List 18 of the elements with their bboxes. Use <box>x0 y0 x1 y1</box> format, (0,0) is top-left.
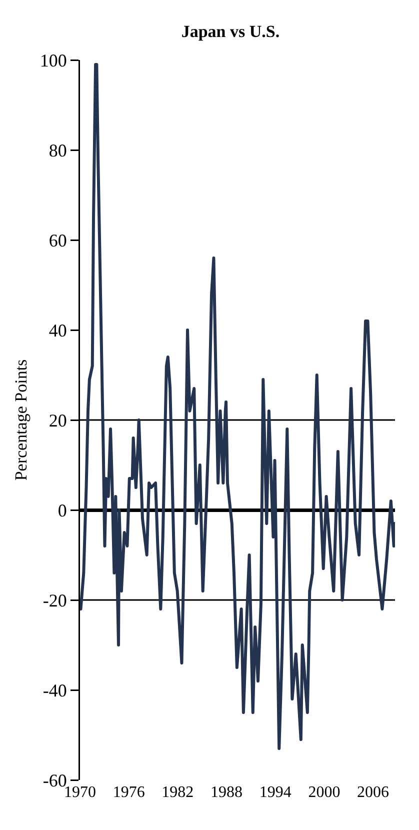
y-tick-label: 0 <box>58 500 67 520</box>
x-tick-label: 1994 <box>259 784 292 801</box>
y-tick-label: 40 <box>48 320 67 340</box>
x-tick-label: 1970 <box>64 784 96 801</box>
y-tick-label: 80 <box>48 140 67 160</box>
y-tick-label: 100 <box>40 50 67 70</box>
y-axis-title: Percentage Points <box>12 359 31 481</box>
y-tick-label: 20 <box>48 410 67 430</box>
y-tick-label: -20 <box>42 590 67 610</box>
chart-title: Japan vs U.S. <box>181 22 280 41</box>
x-tick-label: 2000 <box>308 784 340 801</box>
y-tick-label: 60 <box>48 230 67 250</box>
x-tick-label: 1982 <box>162 784 194 801</box>
x-tick-label: 1988 <box>210 784 243 801</box>
x-tick-label: 2006 <box>357 784 390 801</box>
y-tick-label: -40 <box>42 680 67 700</box>
y-tick-label: -60 <box>42 770 67 790</box>
x-tick-label: 1976 <box>112 784 145 801</box>
